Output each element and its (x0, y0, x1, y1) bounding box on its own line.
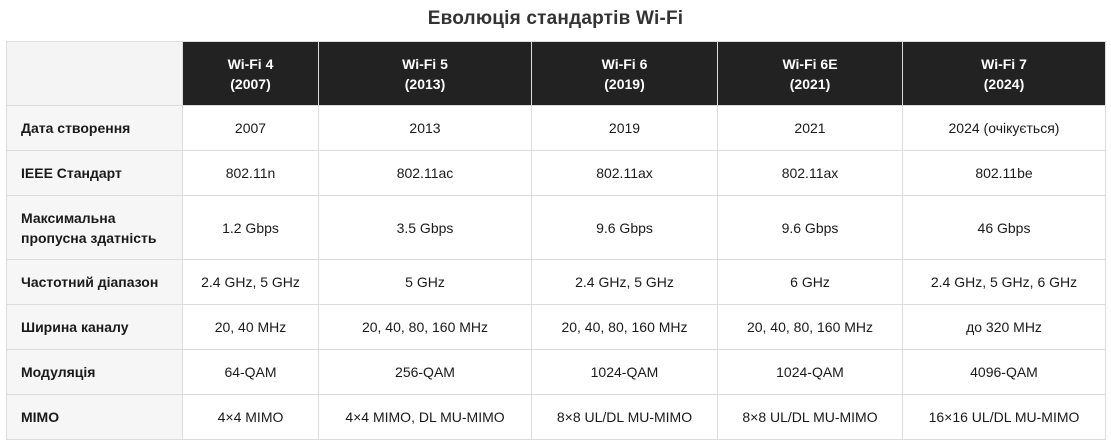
table-cell: 3.5 Gbps (318, 195, 532, 260)
table-cell: 4×4 MIMO, DL MU-MIMO (318, 394, 532, 440)
row-label: Максимальна пропусна здатність (6, 195, 183, 260)
table-row-creation-date: Дата створення 2007 2013 2019 2021 2024 … (6, 105, 1106, 151)
table-cell: 2007 (182, 105, 319, 151)
column-header-year: (2019) (604, 75, 645, 92)
row-label: MIMO (6, 394, 183, 440)
row-label-line: Максимальна (21, 209, 116, 226)
column-header-name: Wi-Fi 6 (601, 55, 648, 72)
column-header-wifi-4: Wi-Fi 4 (2007) (182, 41, 319, 106)
table-cell: до 320 MHz (902, 304, 1106, 350)
column-header-name: Wi-Fi 4 (227, 55, 274, 72)
column-header-wifi-6e: Wi-Fi 6E (2021) (717, 41, 903, 106)
table-cell: 9.6 Gbps (531, 195, 718, 260)
table-cell: 6 GHz (717, 259, 903, 305)
table-cell: 2021 (717, 105, 903, 151)
table-cell: 2.4 GHz, 5 GHz (182, 259, 319, 305)
row-label-line: пропусна здатність (21, 229, 157, 246)
column-header-year: (2021) (789, 75, 831, 92)
table-cell: 20, 40 MHz (182, 304, 319, 350)
column-header-year: (2007) (230, 75, 271, 92)
table-cell: 1024-QAM (531, 349, 718, 395)
table-cell: 2013 (318, 105, 532, 151)
page-title: Еволюція стандартів Wi-Fi (427, 8, 684, 29)
row-label: IEEE Стандарт (6, 150, 183, 196)
row-label: Модуляція (6, 349, 183, 395)
table-cell: 8×8 UL/DL MU-MIMO (717, 394, 903, 440)
table-cell: 1.2 Gbps (182, 195, 319, 260)
table-row-ieee-standard: IEEE Стандарт 802.11n 802.11ac 802.11ax … (6, 150, 1106, 196)
table-cell: 20, 40, 80, 160 MHz (531, 304, 718, 350)
table-row-max-throughput: Максимальна пропусна здатність 1.2 Gbps … (6, 195, 1106, 260)
column-header-name: Wi-Fi 6E (782, 55, 838, 72)
table-row-mimo: MIMO 4×4 MIMO 4×4 MIMO, DL MU-MIMO 8×8 U… (6, 394, 1106, 440)
table-cell: 2019 (531, 105, 718, 151)
column-header-year: (2013) (404, 75, 446, 92)
table-cell: 802.11be (902, 150, 1106, 196)
table-cell: 4096-QAM (902, 349, 1106, 395)
table-cell: 2024 (очікується) (902, 105, 1106, 151)
table-cell: 46 Gbps (902, 195, 1106, 260)
table-row-frequency-band: Частотний діапазон 2.4 GHz, 5 GHz 5 GHz … (6, 259, 1106, 305)
table-cell: 64-QAM (182, 349, 319, 395)
table-cell: 802.11n (182, 150, 319, 196)
table-cell: 9.6 Gbps (717, 195, 903, 260)
table-row-modulation: Модуляція 64-QAM 256-QAM 1024-QAM 1024-Q… (6, 349, 1106, 395)
column-header-year: (2024) (983, 75, 1025, 92)
table-cell: 2.4 GHz, 5 GHz, 6 GHz (902, 259, 1106, 305)
wifi-standards-table: Wi-Fi 4 (2007) Wi-Fi 5 (2013) Wi-Fi 6 (2… (6, 41, 1106, 440)
table-cell: 5 GHz (318, 259, 532, 305)
column-header-name: Wi-Fi 5 (402, 55, 448, 72)
header-corner-cell (6, 41, 183, 106)
table-header-row: Wi-Fi 4 (2007) Wi-Fi 5 (2013) Wi-Fi 6 (2… (6, 41, 1106, 106)
table-cell: 256-QAM (318, 349, 532, 395)
table-cell: 802.11ax (717, 150, 903, 196)
table-cell: 802.11ac (318, 150, 532, 196)
table-cell: 1024-QAM (717, 349, 903, 395)
column-header-wifi-6: Wi-Fi 6 (2019) (531, 41, 718, 106)
column-header-wifi-7: Wi-Fi 7 (2024) (902, 41, 1106, 106)
table-cell: 16×16 UL/DL MU-MIMO (902, 394, 1106, 440)
row-label: Дата створення (6, 105, 183, 151)
table-cell: 20, 40, 80, 160 MHz (717, 304, 903, 350)
column-header-wifi-5: Wi-Fi 5 (2013) (318, 41, 532, 106)
table-cell: 802.11ax (531, 150, 718, 196)
column-header-name: Wi-Fi 7 (981, 55, 1027, 72)
row-label: Ширина каналу (6, 304, 183, 350)
table-cell: 4×4 MIMO (182, 394, 319, 440)
table-row-channel-width: Ширина каналу 20, 40 MHz 20, 40, 80, 160… (6, 304, 1106, 350)
row-label: Частотний діапазон (6, 259, 183, 305)
table-cell: 20, 40, 80, 160 MHz (318, 304, 532, 350)
table-cell: 2.4 GHz, 5 GHz (531, 259, 718, 305)
table-cell: 8×8 UL/DL MU-MIMO (531, 394, 718, 440)
